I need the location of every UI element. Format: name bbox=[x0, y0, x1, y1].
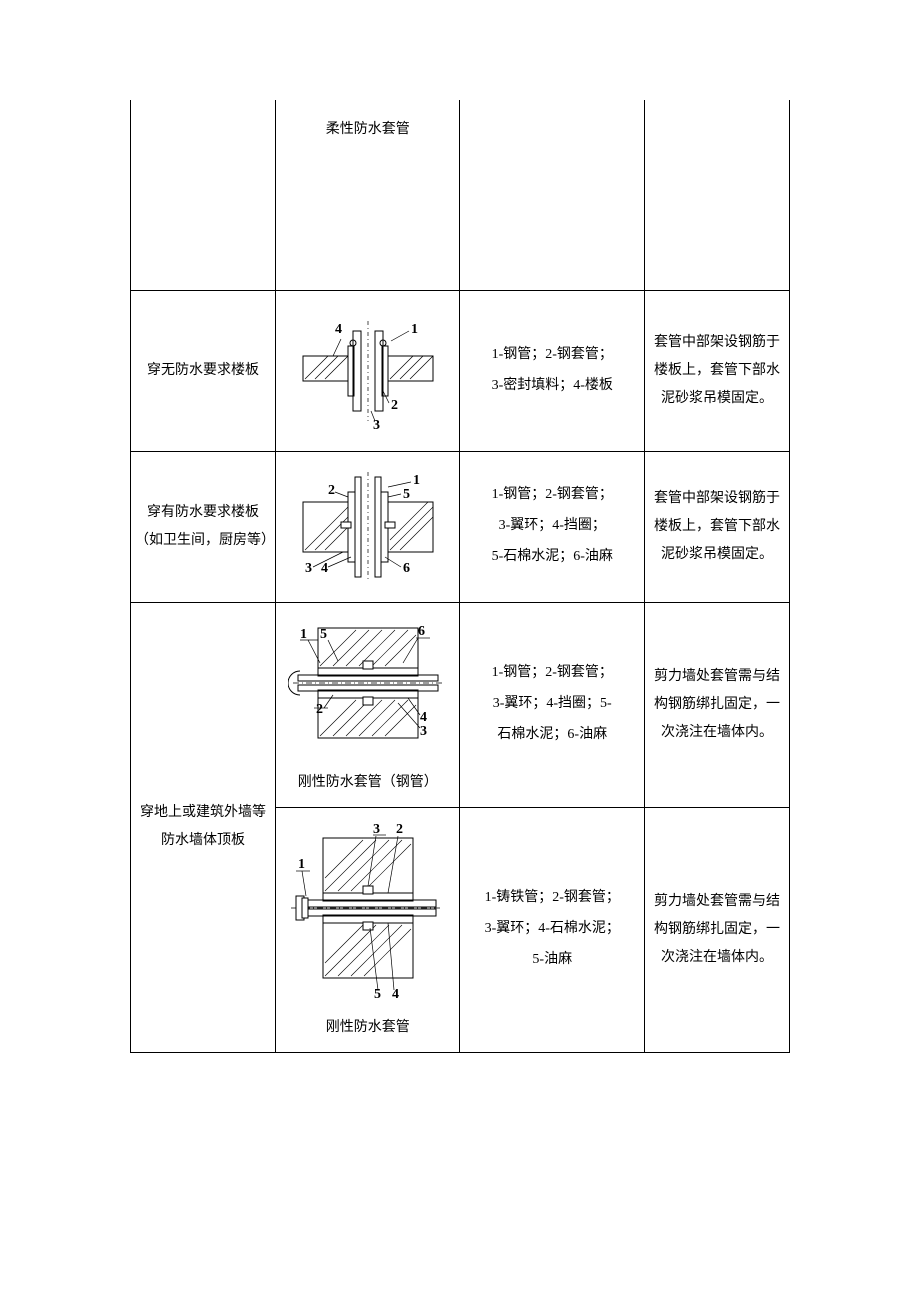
svg-text:6: 6 bbox=[418, 624, 425, 639]
svg-text:5: 5 bbox=[403, 487, 410, 502]
diagram-floor-no-waterproof: 1 4 2 3 bbox=[293, 301, 443, 441]
cell-note: 剪力墙处套管需与结构钢筋绑扎固定，一次浇注在墙体内。 bbox=[645, 602, 790, 807]
cell-caption: 柔性防水套管 bbox=[275, 100, 460, 290]
cell-empty bbox=[131, 100, 276, 290]
svg-text:2: 2 bbox=[316, 702, 323, 717]
svg-text:5: 5 bbox=[374, 987, 381, 1002]
cell-location: 穿地上或建筑外墙等防水墙体顶板 bbox=[131, 602, 276, 1052]
cell-diagram: 3 2 1 5 4 刚性防水套管 bbox=[275, 807, 460, 1052]
table-row: 穿无防水要求楼板 bbox=[131, 290, 790, 451]
diagram-caption: 刚性防水套管（钢管） bbox=[284, 769, 452, 797]
cell-legend: 1-钢管；2-钢套管； 3-翼环；4-挡圈；5- 石棉水泥；6-油麻 bbox=[460, 602, 645, 807]
svg-text:2: 2 bbox=[396, 822, 403, 837]
svg-text:4: 4 bbox=[392, 987, 399, 1002]
legend-line: 石棉水泥；6-油麻 bbox=[497, 727, 607, 742]
table-row: 柔性防水套管 bbox=[131, 100, 790, 290]
legend-line: 1-钢管；2-钢套管； bbox=[492, 487, 613, 502]
legend-line: 1-钢管；2-钢套管； bbox=[492, 665, 613, 680]
cell-legend: 1-钢管；2-钢套管； 3-翼环；4-挡圈； 5-石棉水泥；6-油麻 bbox=[460, 451, 645, 602]
svg-text:1: 1 bbox=[411, 322, 418, 337]
legend-line: 5-石棉水泥；6-油麻 bbox=[492, 549, 613, 564]
svg-text:4: 4 bbox=[335, 322, 342, 337]
cell-note: 剪力墙处套管需与结构钢筋绑扎固定，一次浇注在墙体内。 bbox=[645, 807, 790, 1052]
cell-empty bbox=[645, 100, 790, 290]
svg-text:1: 1 bbox=[413, 473, 420, 488]
svg-text:4: 4 bbox=[321, 561, 328, 576]
svg-text:4: 4 bbox=[420, 710, 427, 725]
cell-diagram: 1 5 6 2 4 3 刚性防水套管（钢管） bbox=[275, 602, 460, 807]
legend-line: 3-翼环；4-挡圈； bbox=[499, 518, 606, 533]
diagram-caption: 刚性防水套管 bbox=[284, 1014, 452, 1042]
diagram-wall-rigid-cast: 3 2 1 5 4 bbox=[288, 818, 448, 1008]
legend-line: 1-钢管；2-钢套管； bbox=[492, 347, 613, 362]
diagram-floor-waterproof: 1 5 2 3 4 6 bbox=[293, 462, 443, 592]
legend-line: 1-铸铁管；2-钢套管； bbox=[485, 890, 620, 905]
cell-legend: 1-铸铁管；2-钢套管； 3-翼环；4-石棉水泥； 5-油麻 bbox=[460, 807, 645, 1052]
svg-text:3: 3 bbox=[420, 724, 427, 739]
diagram-caption: 柔性防水套管 bbox=[284, 116, 452, 144]
legend-line: 3-翼环；4-石棉水泥； bbox=[485, 921, 620, 936]
svg-text:6: 6 bbox=[403, 561, 410, 576]
svg-text:5: 5 bbox=[320, 627, 327, 642]
cell-location: 穿有防水要求楼板（如卫生间，厨房等） bbox=[131, 451, 276, 602]
svg-text:2: 2 bbox=[328, 483, 335, 498]
svg-text:2: 2 bbox=[391, 398, 398, 413]
sleeve-table: 柔性防水套管 穿无防水要求楼板 bbox=[130, 100, 790, 1053]
table-row: 穿有防水要求楼板（如卫生间，厨房等） bbox=[131, 451, 790, 602]
cell-empty bbox=[460, 100, 645, 290]
legend-line: 3-密封填料；4-楼板 bbox=[492, 378, 613, 393]
cell-note: 套管中部架设钢筋于楼板上，套管下部水泥砂浆吊模固定。 bbox=[645, 290, 790, 451]
svg-text:3: 3 bbox=[373, 418, 380, 433]
cell-diagram: 1 5 2 3 4 6 bbox=[275, 451, 460, 602]
cell-note: 套管中部架设钢筋于楼板上，套管下部水泥砂浆吊模固定。 bbox=[645, 451, 790, 602]
svg-text:3: 3 bbox=[305, 561, 312, 576]
cell-legend: 1-钢管；2-钢套管； 3-密封填料；4-楼板 bbox=[460, 290, 645, 451]
table-row: 穿地上或建筑外墙等防水墙体顶板 bbox=[131, 602, 790, 807]
diagram-wall-rigid-steel: 1 5 6 2 4 3 bbox=[288, 613, 448, 763]
legend-line: 3-翼环；4-挡圈；5- bbox=[493, 696, 612, 711]
cell-location: 穿无防水要求楼板 bbox=[131, 290, 276, 451]
svg-text:1: 1 bbox=[298, 857, 305, 872]
legend-line: 5-油麻 bbox=[532, 952, 572, 967]
cell-diagram: 1 4 2 3 bbox=[275, 290, 460, 451]
